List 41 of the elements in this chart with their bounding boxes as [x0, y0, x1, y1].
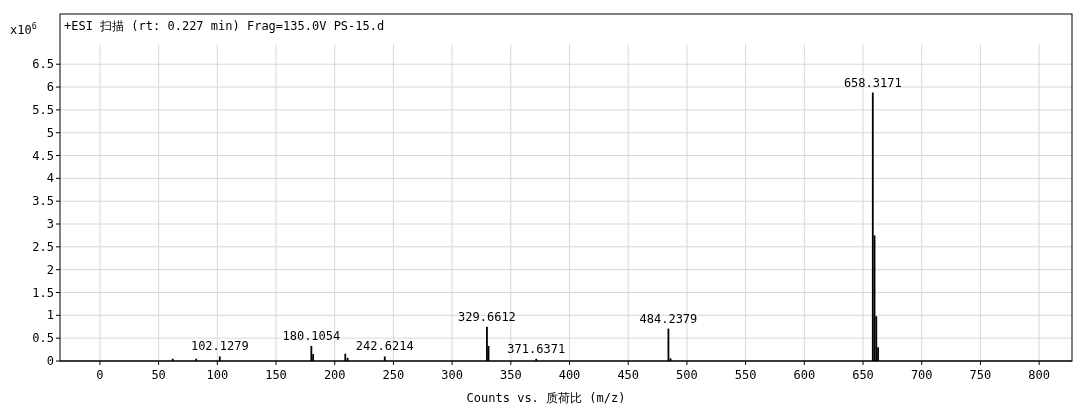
x-tick-label: 550: [734, 368, 757, 382]
x-tick-label: 450: [617, 368, 640, 382]
y-tick-label: 1: [46, 308, 54, 323]
y-tick-label: 2.5: [32, 239, 54, 254]
annotation: 242.6214: [355, 339, 414, 354]
x-axis-title: Counts vs. 质荷比 (m/z): [466, 391, 626, 405]
x-tick-label: 350: [499, 368, 522, 382]
x-tick-label: 700: [910, 368, 933, 382]
x-tick-label: 500: [676, 368, 698, 382]
x-tick-label: 100: [206, 368, 229, 382]
y-tick-label: 5: [46, 125, 54, 140]
y-tick-label: 3.5: [32, 194, 54, 209]
x-tick-label: 750: [969, 368, 992, 382]
x-tick-label: 150: [265, 368, 287, 382]
x-tick-label: 250: [382, 368, 405, 382]
x-tick-label: 800: [1028, 368, 1050, 382]
annotation: 658.3171: [843, 75, 902, 90]
annotation: 180.1054: [282, 328, 341, 343]
x-tick-label: 650: [852, 368, 874, 382]
x-tick-label: 50: [151, 368, 166, 382]
x-tick-label: 400: [558, 368, 581, 382]
y-tick-label: 4.5: [32, 148, 54, 163]
y-tick-label: 6: [46, 80, 54, 95]
x-tick-label: 0: [96, 368, 104, 382]
x-tick-label: 200: [323, 368, 346, 382]
y-axis-title: x10$^{6}$: [10, 21, 37, 37]
y-tick-label: 2: [46, 262, 54, 277]
annotation: 329.6612: [458, 309, 516, 324]
y-tick-label: 3: [46, 217, 54, 232]
y-tick-label: 1.5: [32, 285, 54, 300]
annotation: 484.2379: [639, 311, 698, 326]
y-tick-label: 0: [46, 354, 54, 368]
y-tick-label: 0.5: [32, 331, 54, 346]
y-tick-label: 5.5: [32, 102, 54, 117]
y-tick-label: 6.5: [32, 57, 54, 72]
y-tick-label: 4: [46, 171, 54, 186]
x-tick-label: 300: [441, 368, 463, 382]
text: +ESI 扫描 (rt: 0.227 min) Frag=135.0V PS-15.d: [64, 19, 385, 33]
x-tick-label: 600: [793, 368, 816, 382]
annotation: 371.6371: [507, 341, 566, 356]
annotation: 102.1279: [190, 339, 249, 354]
